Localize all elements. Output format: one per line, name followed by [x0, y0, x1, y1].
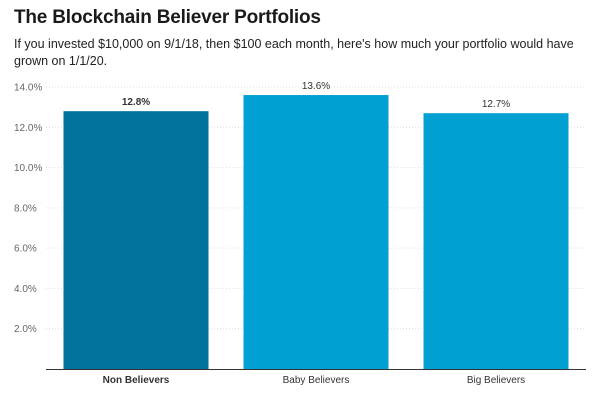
chart-title: The Blockchain Believer Portfolios: [14, 7, 321, 28]
data-label: 12.7%: [482, 99, 510, 110]
y-tick-label: 4.0%: [14, 284, 37, 295]
bar: [423, 113, 569, 369]
y-tick-label: 12.0%: [14, 123, 42, 134]
value-labels: 12.8% 13.6% 12.7%: [122, 81, 510, 110]
data-label: 12.8%: [122, 97, 150, 108]
y-tick-label: 6.0%: [14, 244, 37, 255]
y-tick-label: 10.0%: [14, 163, 42, 174]
x-tick-label: Big Believers: [467, 375, 525, 386]
data-label: 13.6%: [302, 81, 330, 92]
y-axis-ticks: 2.0% 4.0% 6.0% 8.0% 10.0% 12.0% 14.0%: [14, 83, 42, 336]
y-tick-label: 14.0%: [14, 83, 42, 94]
bars: [63, 95, 569, 370]
bar: [63, 111, 209, 370]
x-tick-label: Non Believers: [103, 375, 170, 386]
x-axis-labels: Non Believers Baby Believers Big Believers: [103, 375, 526, 386]
bar: [243, 95, 389, 370]
x-tick-label: Baby Believers: [283, 375, 350, 386]
chart-subtitle: If you invested $10,000 on 9/1/18, then …: [14, 37, 574, 68]
y-tick-label: 2.0%: [14, 324, 37, 335]
y-tick-label: 8.0%: [14, 203, 37, 214]
